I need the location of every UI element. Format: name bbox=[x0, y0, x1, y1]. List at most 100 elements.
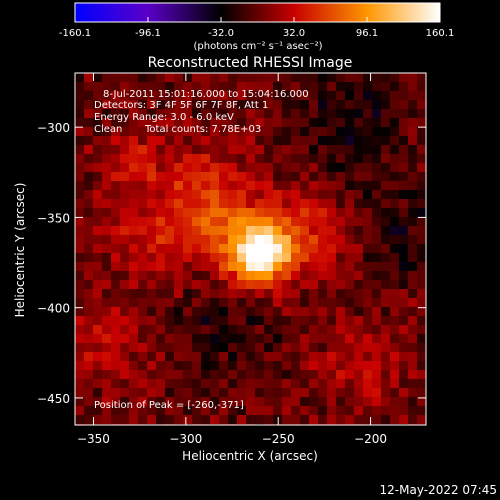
heatmap-cell bbox=[363, 343, 373, 353]
heatmap-cell bbox=[381, 118, 391, 128]
heatmap-cell bbox=[417, 316, 426, 326]
heatmap-cell bbox=[318, 361, 328, 371]
heatmap-cell bbox=[309, 136, 319, 146]
heatmap-cell bbox=[399, 289, 409, 299]
heatmap-cell bbox=[129, 100, 139, 110]
heatmap-cell bbox=[327, 154, 337, 164]
heatmap-cell bbox=[219, 226, 229, 236]
heatmap-cell bbox=[210, 154, 220, 164]
heatmap-cell bbox=[282, 325, 292, 335]
heatmap-cell bbox=[183, 199, 193, 209]
heatmap-cell bbox=[84, 289, 94, 299]
heatmap-cell bbox=[282, 289, 292, 299]
heatmap-cell bbox=[147, 163, 157, 173]
heatmap-cell bbox=[282, 217, 292, 227]
heatmap-cell bbox=[408, 397, 418, 407]
heatmap-cell bbox=[327, 190, 337, 200]
heatmap-cell bbox=[363, 379, 373, 389]
heatmap-cell bbox=[102, 181, 112, 191]
heatmap-cell bbox=[354, 82, 364, 92]
heatmap-cell bbox=[318, 379, 328, 389]
heatmap-cell bbox=[291, 172, 301, 182]
heatmap-cell bbox=[129, 289, 139, 299]
heatmap-cell bbox=[399, 100, 409, 110]
heatmap-cell bbox=[165, 397, 175, 407]
heatmap-cell bbox=[309, 343, 319, 353]
heatmap-cell bbox=[318, 352, 328, 362]
heatmap-cell bbox=[291, 370, 301, 380]
heatmap-cell bbox=[300, 271, 310, 281]
heatmap-cell bbox=[309, 379, 319, 389]
heatmap-cell bbox=[93, 289, 103, 299]
heatmap-cell bbox=[147, 172, 157, 182]
heatmap-cell bbox=[318, 199, 328, 209]
heatmap-cell bbox=[237, 289, 247, 299]
heatmap-cell bbox=[345, 361, 355, 371]
heatmap-cell bbox=[228, 298, 238, 308]
heatmap-cell bbox=[345, 280, 355, 290]
heatmap-cell bbox=[129, 262, 139, 272]
heatmap-cell bbox=[156, 217, 166, 227]
heatmap-cell bbox=[399, 352, 409, 362]
heatmap-cell bbox=[156, 415, 166, 425]
heatmap-cell bbox=[93, 298, 103, 308]
heatmap-cell bbox=[102, 325, 112, 335]
heatmap-cell bbox=[165, 199, 175, 209]
heatmap-cell bbox=[228, 307, 238, 317]
heatmap-cell bbox=[165, 334, 175, 344]
heatmap-cell bbox=[327, 109, 337, 119]
heatmap-cell bbox=[345, 199, 355, 209]
heatmap-cell bbox=[120, 415, 130, 425]
heatmap-cell bbox=[174, 298, 184, 308]
heatmap-cell bbox=[318, 415, 328, 425]
heatmap-cell bbox=[399, 136, 409, 146]
heatmap-cell bbox=[327, 352, 337, 362]
heatmap-cell bbox=[246, 406, 256, 416]
heatmap-cell bbox=[417, 190, 426, 200]
heatmap-cell bbox=[336, 253, 346, 263]
heatmap-cell bbox=[228, 208, 238, 218]
heatmap-cell bbox=[165, 73, 175, 83]
heatmap-cell bbox=[156, 190, 166, 200]
heatmap-cell bbox=[408, 118, 418, 128]
heatmap-cell bbox=[138, 82, 148, 92]
heatmap-cell bbox=[219, 406, 229, 416]
heatmap-cell bbox=[264, 253, 274, 263]
heatmap-cell bbox=[399, 388, 409, 398]
heatmap-cell bbox=[390, 172, 400, 182]
heatmap-cell bbox=[345, 208, 355, 218]
heatmap-cell bbox=[219, 325, 229, 335]
heatmap-cell bbox=[327, 145, 337, 155]
heatmap-cell bbox=[363, 154, 373, 164]
heatmap-cell bbox=[309, 145, 319, 155]
heatmap-cell bbox=[372, 298, 382, 308]
heatmap-cell bbox=[309, 397, 319, 407]
heatmap-cell bbox=[219, 361, 229, 371]
heatmap-cell bbox=[102, 91, 112, 101]
heatmap-cell bbox=[165, 289, 175, 299]
heatmap-cell bbox=[183, 334, 193, 344]
heatmap-cell bbox=[273, 136, 283, 146]
heatmap-cell bbox=[417, 118, 426, 128]
heatmap-cell bbox=[255, 73, 265, 83]
heatmap-cell bbox=[111, 370, 121, 380]
heatmap-cell bbox=[345, 379, 355, 389]
heatmap-cell bbox=[363, 406, 373, 416]
heatmap-cell bbox=[408, 388, 418, 398]
heatmap-cell bbox=[390, 199, 400, 209]
heatmap-cell bbox=[93, 244, 103, 254]
heatmap-cell bbox=[309, 190, 319, 200]
heatmap-cell bbox=[408, 100, 418, 110]
heatmap-cell bbox=[372, 379, 382, 389]
heatmap-cell bbox=[309, 388, 319, 398]
heatmap-cell bbox=[174, 262, 184, 272]
heatmap-cell bbox=[381, 253, 391, 263]
heatmap-cell bbox=[354, 289, 364, 299]
heatmap-cell bbox=[336, 172, 346, 182]
heatmap-cell bbox=[75, 91, 85, 101]
heatmap-cell bbox=[228, 226, 238, 236]
heatmap-cell bbox=[228, 280, 238, 290]
heatmap-cell bbox=[291, 298, 301, 308]
heatmap-cell bbox=[363, 388, 373, 398]
heatmap-cell bbox=[192, 73, 202, 83]
